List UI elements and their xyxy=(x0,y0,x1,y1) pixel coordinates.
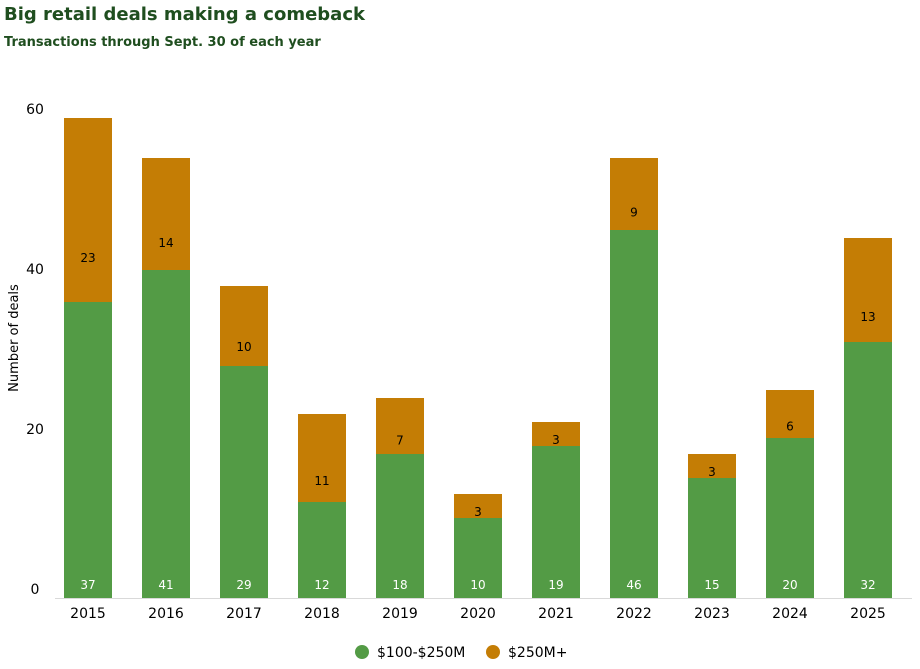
bar-segment-low-2024[interactable] xyxy=(766,438,814,598)
bar-segment-high-2020[interactable] xyxy=(454,494,502,518)
data-label-low-2021: 19 xyxy=(548,578,563,592)
chart-subtitle: Transactions through Sept. 30 of each ye… xyxy=(4,35,321,50)
y-tick-label: 0 xyxy=(31,582,40,598)
bar-segment-high-2024[interactable] xyxy=(766,390,814,438)
x-tick-label: 2019 xyxy=(382,606,418,622)
data-label-high-2023: 3 xyxy=(708,465,716,479)
x-tick-label: 2025 xyxy=(850,606,886,622)
x-tick-label: 2020 xyxy=(460,606,496,622)
x-tick-label: 2016 xyxy=(148,606,184,622)
bar-segment-high-2015[interactable] xyxy=(64,118,112,302)
bar-segment-high-2017[interactable] xyxy=(220,286,268,366)
bar-segment-low-2022[interactable] xyxy=(610,230,658,598)
bar-segment-high-2019[interactable] xyxy=(376,398,424,454)
data-label-low-2015: 37 xyxy=(80,578,95,592)
bar-segment-low-2021[interactable] xyxy=(532,446,580,598)
data-label-high-2025: 13 xyxy=(860,310,875,324)
data-label-high-2020: 3 xyxy=(474,505,482,519)
y-axis-label: Number of deals xyxy=(7,284,22,392)
data-label-high-2021: 3 xyxy=(552,433,560,447)
bar-segment-high-2022[interactable] xyxy=(610,158,658,230)
data-label-high-2019: 7 xyxy=(396,434,404,448)
bar-segment-high-2018[interactable] xyxy=(298,414,346,502)
y-tick-label: 20 xyxy=(26,422,44,438)
data-label-low-2025: 32 xyxy=(860,578,875,592)
data-label-low-2017: 29 xyxy=(236,578,251,592)
legend-label-low[interactable]: $100-$250M xyxy=(377,645,465,661)
x-tick-label: 2017 xyxy=(226,606,262,622)
data-label-low-2023: 15 xyxy=(704,578,719,592)
chart-title: Big retail deals making a comeback xyxy=(4,4,365,25)
x-tick-label: 2018 xyxy=(304,606,340,622)
x-tick-label: 2015 xyxy=(70,606,106,622)
legend-marker-high[interactable] xyxy=(486,645,500,659)
legend-label-high[interactable]: $250M+ xyxy=(508,645,567,661)
bar-segment-low-2019[interactable] xyxy=(376,454,424,598)
data-label-low-2020: 10 xyxy=(470,578,485,592)
data-label-low-2019: 18 xyxy=(392,578,407,592)
bar-segment-low-2018[interactable] xyxy=(298,502,346,598)
x-tick-label: 2023 xyxy=(694,606,730,622)
bar-segment-low-2023[interactable] xyxy=(688,478,736,598)
data-label-high-2018: 11 xyxy=(314,474,329,488)
x-tick-label: 2021 xyxy=(538,606,574,622)
bar-segment-low-2025[interactable] xyxy=(844,342,892,598)
data-label-high-2017: 10 xyxy=(236,340,251,354)
data-label-low-2016: 41 xyxy=(158,578,173,592)
bar-segment-low-2020[interactable] xyxy=(454,518,502,598)
x-tick-label: 2022 xyxy=(616,606,652,622)
bar-segment-low-2016[interactable] xyxy=(142,270,190,598)
legend-marker-low[interactable] xyxy=(355,645,369,659)
data-label-high-2016: 14 xyxy=(158,236,173,250)
x-tick-label: 2024 xyxy=(772,606,808,622)
data-label-high-2024: 6 xyxy=(786,419,794,433)
data-label-low-2022: 46 xyxy=(626,578,641,592)
bar-segment-high-2021[interactable] xyxy=(532,422,580,446)
data-label-high-2015: 23 xyxy=(80,251,95,265)
bar-segment-high-2025[interactable] xyxy=(844,238,892,342)
bar-segment-high-2023[interactable] xyxy=(688,454,736,478)
bar-segment-high-2016[interactable] xyxy=(142,158,190,270)
bar-segment-low-2015[interactable] xyxy=(64,302,112,598)
y-tick-label: 60 xyxy=(26,102,44,118)
data-label-low-2024: 20 xyxy=(782,578,797,592)
data-label-low-2018: 12 xyxy=(314,578,329,592)
y-tick-label: 40 xyxy=(26,262,44,278)
bar-segment-low-2017[interactable] xyxy=(220,366,268,598)
data-label-high-2022: 9 xyxy=(630,206,638,220)
